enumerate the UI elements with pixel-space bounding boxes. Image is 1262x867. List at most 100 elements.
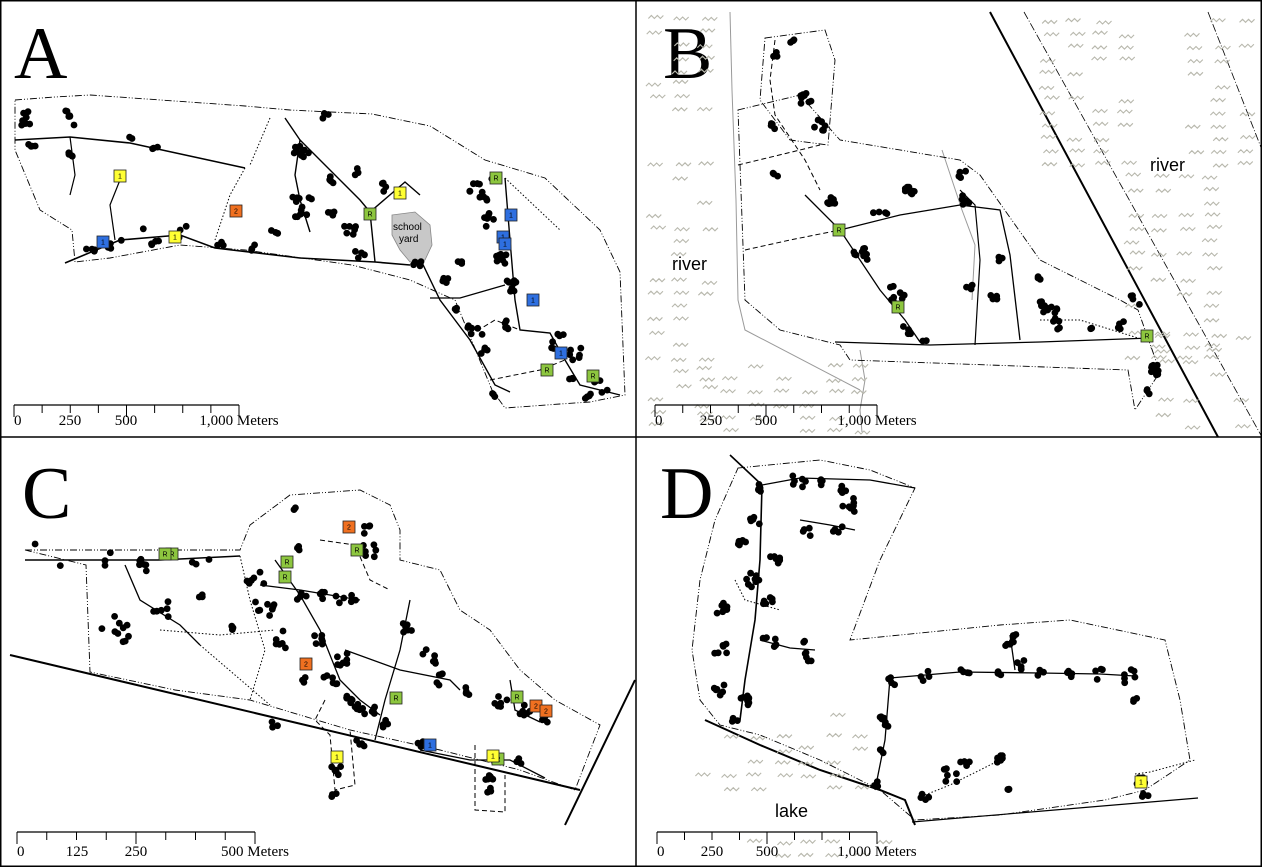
marsh-symbol (1204, 212, 1221, 217)
marsh-symbol (777, 841, 793, 846)
household-dot (999, 754, 1006, 762)
marsh-symbol (701, 280, 718, 286)
marsh-symbol (1237, 148, 1254, 154)
marsh-symbol (1118, 45, 1134, 50)
marsh-symbol (854, 852, 870, 857)
marsh-symbol (1178, 212, 1195, 218)
household-dot (419, 650, 427, 658)
marsh-symbol (1149, 344, 1166, 349)
household-dot (995, 253, 1003, 261)
site-marker: 1 (526, 293, 540, 307)
household-dot (566, 375, 573, 383)
marsh-symbol (1096, 20, 1112, 25)
site-marker-box (113, 169, 127, 183)
household-dot (490, 216, 497, 223)
marsh-symbol (672, 342, 689, 348)
household-dot (997, 671, 1005, 679)
household-dot (473, 180, 481, 188)
marsh-symbol (1184, 425, 1201, 430)
site-marker-box (498, 237, 512, 251)
household-dot (126, 133, 133, 141)
marsh-symbol (720, 388, 736, 394)
household-dot (493, 257, 501, 265)
household-dot (1004, 786, 1012, 793)
marsh-symbol (1154, 331, 1171, 336)
household-dot (503, 696, 511, 704)
marsh-symbol (1214, 85, 1231, 90)
household-dot (352, 223, 359, 230)
marsh-symbol (1238, 43, 1255, 49)
household-dot (195, 593, 203, 601)
site-marker-label: R (590, 374, 595, 381)
household-dot (279, 627, 287, 635)
scale-bar-tick-label: 125 (66, 844, 89, 860)
household-dot (349, 230, 357, 238)
household-dot (882, 209, 889, 217)
footpath (319, 539, 391, 591)
household-dot (334, 661, 341, 668)
household-dot (417, 258, 425, 265)
household-dot (768, 595, 776, 603)
scale-bar-end-label: 500 Meters (221, 844, 289, 860)
household-dot (993, 295, 1001, 303)
marsh-symbol (797, 852, 814, 858)
household-dot (111, 613, 118, 620)
marsh-symbol (645, 213, 662, 219)
household-dot (824, 199, 831, 207)
household-dot (347, 598, 355, 606)
site-marker-box (1140, 329, 1154, 343)
marsh-symbol (799, 415, 816, 421)
household-dot (881, 721, 889, 729)
marsh-symbol (673, 42, 690, 47)
highway (564, 679, 636, 826)
household-dot (1056, 324, 1063, 332)
marsh-symbol (797, 761, 814, 766)
household-dot (255, 607, 262, 614)
marsh-symbol (1039, 110, 1056, 116)
marsh-symbol (1235, 423, 1251, 429)
household-dot (773, 53, 781, 60)
household-dot (1144, 792, 1152, 800)
site-marker-box (389, 691, 403, 705)
household-dot (559, 331, 567, 338)
footpath (474, 745, 506, 813)
household-dot (805, 524, 813, 532)
site-marker-box (423, 738, 437, 752)
household-dot (332, 592, 340, 600)
household-dot (260, 580, 268, 587)
household-dot (1127, 666, 1135, 673)
household-dot (875, 208, 883, 216)
site-marker-box (168, 230, 182, 244)
site-marker-label: 2 (544, 709, 548, 716)
household-dot (268, 718, 276, 726)
marsh-symbol (1118, 34, 1135, 39)
household-dot (372, 546, 380, 554)
household-dot (743, 575, 750, 583)
marsh-symbol (1212, 163, 1229, 168)
marsh-symbol (674, 93, 691, 99)
road (69, 136, 76, 196)
scale-bar: 0 250 500 1,000 Meters (13, 404, 279, 429)
household-dot (719, 608, 727, 616)
marsh-symbol (723, 786, 740, 792)
panel-letter-d: D (660, 453, 713, 535)
marsh-symbol (829, 388, 845, 394)
railway (941, 149, 976, 301)
site-marker: 1 (498, 237, 512, 251)
household-dot (585, 392, 593, 400)
household-dot (485, 210, 493, 217)
household-dot (150, 608, 158, 615)
site-marker-label: R (895, 305, 900, 312)
household-dot (289, 193, 297, 201)
marsh-symbol (697, 411, 713, 416)
site-marker: 1 (96, 235, 110, 249)
household-dot (296, 142, 304, 150)
site-marker-label: R (544, 368, 549, 375)
scale-bar-tick-label: 0 (17, 844, 25, 860)
marsh-symbol (673, 316, 689, 321)
road (509, 679, 541, 723)
marsh-symbol (1202, 252, 1218, 257)
marsh-symbol (852, 363, 869, 369)
site-marker-box (350, 543, 364, 557)
household-dot (65, 150, 73, 158)
